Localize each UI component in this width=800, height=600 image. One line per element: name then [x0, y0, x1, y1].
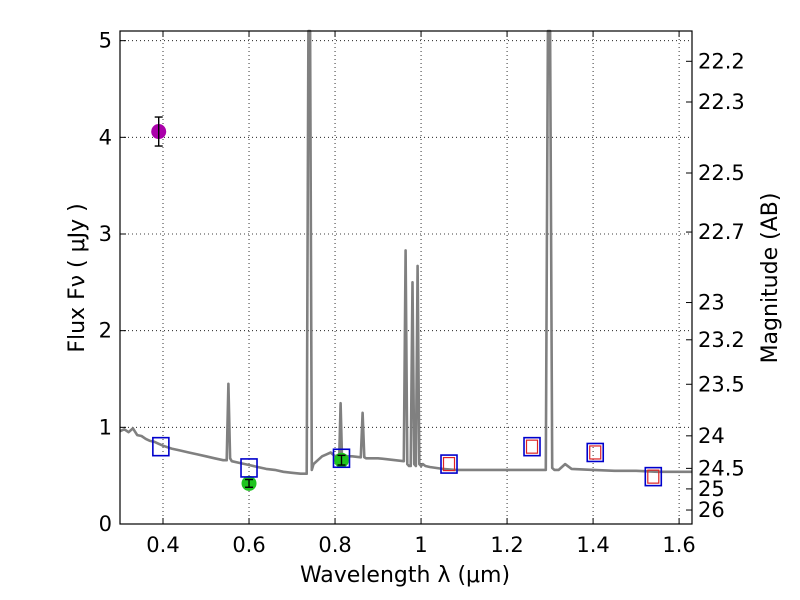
magnitude-axis-label: Magnitude (AB)	[758, 193, 783, 364]
y-tick-label: 2	[99, 319, 112, 343]
photometry-markers	[151, 116, 663, 491]
red-square-marker	[442, 456, 456, 472]
blue-square-marker	[332, 448, 351, 469]
x-tick-label: 1	[414, 533, 427, 557]
magnitude-tick-label: 22.3	[698, 90, 745, 114]
x-tick-label: 1.6	[662, 533, 695, 557]
magnitude-tick-label: 22.5	[698, 161, 745, 185]
magnitude-tick-label: 22.2	[698, 49, 745, 73]
y-tick-label: 1	[99, 415, 112, 439]
x-tick-label: 0.4	[146, 533, 179, 557]
magnitude-tick-label: 22.7	[698, 220, 745, 244]
magnitude-tick-label: 23.5	[698, 372, 745, 396]
blue-square-marker	[644, 466, 663, 487]
magnitude-tick-label: 25	[698, 477, 725, 501]
y-tick-label: 5	[99, 29, 112, 53]
template-spectrum-line	[119, 29, 692, 476]
blue-square-marker	[240, 458, 258, 478]
template-spectrum-layer	[119, 29, 692, 476]
blue-square-marker	[152, 436, 170, 457]
blue-square-marker	[523, 436, 541, 457]
x-tick-label: 1.2	[490, 533, 523, 557]
magnitude-tick-label: 24.5	[698, 456, 745, 480]
x-tick-label: 0.8	[318, 533, 351, 557]
y-tick-label: 3	[99, 222, 112, 246]
y-tick-label: 4	[99, 125, 112, 149]
blue-square-marker	[440, 454, 458, 474]
x-axis-label: Wavelength λ (μm)	[300, 563, 510, 588]
y-tick-label: 0	[99, 512, 112, 536]
magnitude-tick-label: 24	[698, 424, 725, 448]
axis-ticks: 0.4 0.6 0.8 1 1.2 1.4 1.601234522.222.322.522.…	[99, 29, 745, 557]
x-tick-label: 1.4	[576, 533, 609, 557]
red-square-marker	[647, 469, 660, 484]
blue-square-marker	[586, 442, 605, 463]
red-square-marker	[589, 445, 602, 460]
x-tick-label: 0.6	[232, 533, 265, 557]
red-square-marker	[525, 439, 539, 454]
plot-area-frame	[119, 30, 693, 525]
magnitude-tick-label: 23	[698, 291, 725, 315]
magnitude-tick-label: 26	[698, 498, 725, 522]
y-axis-label: Flux Fν ( μJy )	[65, 203, 90, 352]
magnitude-tick-label: 23.2	[698, 328, 745, 352]
